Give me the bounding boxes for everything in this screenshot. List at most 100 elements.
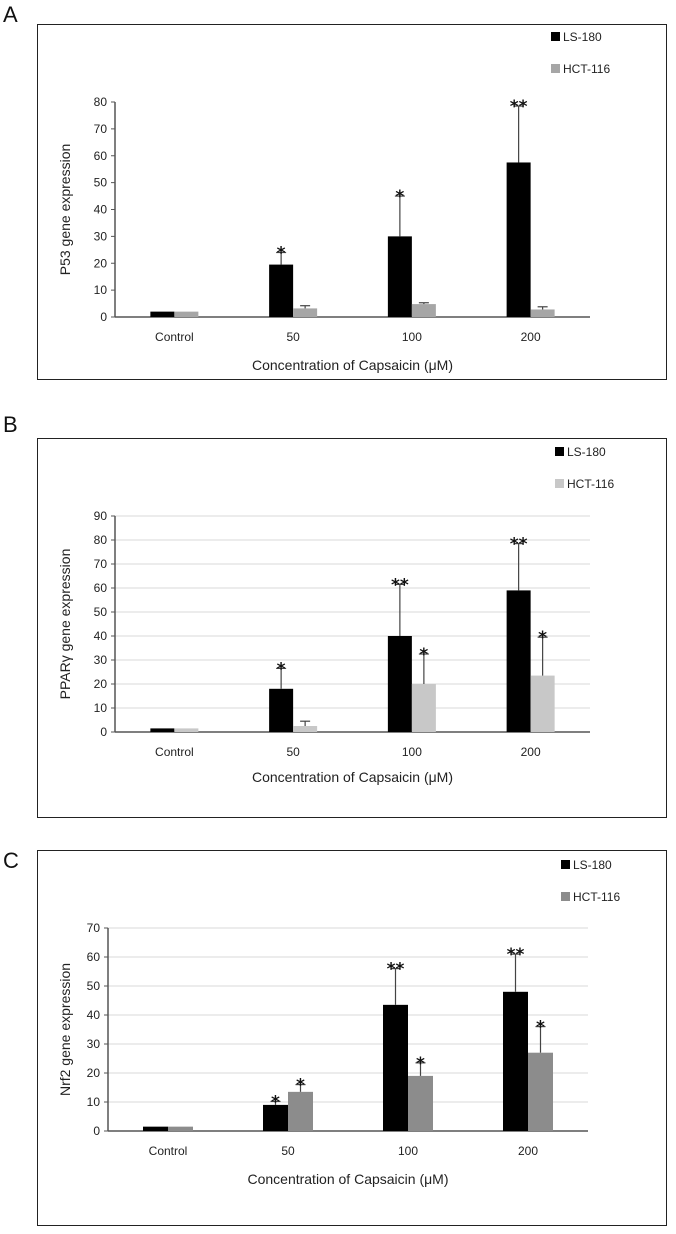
significance-marker: * <box>419 645 428 665</box>
y-tick-label: 40 <box>87 1008 101 1022</box>
chart-panel-b <box>37 438 667 818</box>
bar-hct-116 <box>174 311 199 317</box>
significance-marker: * <box>277 244 286 264</box>
legend-swatch <box>551 32 560 41</box>
bar-ls-180 <box>387 636 412 732</box>
significance-marker: ** <box>510 97 528 117</box>
x-tick-label: 200 <box>521 330 541 344</box>
x-axis-title: Concentration of Capsaicin (μM) <box>247 1171 448 1187</box>
y-axis-title: Nrf2 gene expression <box>57 963 73 1096</box>
y-tick-label: 0 <box>100 725 107 739</box>
x-tick-label: 50 <box>286 745 300 759</box>
bar-hct-116 <box>293 308 318 317</box>
bar-hct-116 <box>530 675 555 732</box>
y-tick-label: 80 <box>94 533 108 547</box>
y-tick-label: 50 <box>94 176 108 190</box>
x-tick-label: 100 <box>398 1144 418 1158</box>
bar-ls-180 <box>150 728 175 732</box>
bar-ls-180 <box>263 1104 288 1131</box>
legend-swatch <box>555 479 564 488</box>
bar-ls-180 <box>383 1004 408 1131</box>
bar-ls-180 <box>387 236 412 317</box>
y-axis-title: PPARγ gene expression <box>57 549 73 700</box>
legend-label: LS-180 <box>573 858 612 872</box>
chart-panel-a <box>37 24 667 380</box>
bar-ls-180 <box>150 311 175 317</box>
y-tick-label: 10 <box>94 283 108 297</box>
significance-marker: * <box>395 187 404 207</box>
bar-hct-116 <box>530 309 555 317</box>
y-tick-label: 70 <box>87 921 101 935</box>
significance-marker: * <box>538 628 547 648</box>
y-tick-label: 70 <box>94 122 108 136</box>
y-tick-label: 50 <box>94 605 108 619</box>
bar-hct-116 <box>528 1052 553 1131</box>
panel-letter-a: A <box>3 2 18 27</box>
x-tick-label: Control <box>155 330 194 344</box>
legend-label: LS-180 <box>567 445 606 459</box>
y-tick-label: 30 <box>94 229 108 243</box>
x-tick-label: Control <box>155 745 194 759</box>
y-tick-label: 20 <box>94 677 108 691</box>
y-tick-label: 0 <box>100 310 107 324</box>
legend-swatch <box>561 860 570 869</box>
significance-marker: ** <box>387 960 405 980</box>
significance-marker: * <box>271 1092 280 1112</box>
y-tick-label: 70 <box>94 557 108 571</box>
x-axis-title: Concentration of Capsaicin (μM) <box>252 769 453 785</box>
bar-hct-116 <box>168 1126 193 1131</box>
legend-swatch <box>555 447 564 456</box>
bar-ls-180 <box>503 991 528 1131</box>
significance-marker: * <box>416 1054 425 1074</box>
bar-hct-116 <box>288 1091 313 1131</box>
y-tick-label: 30 <box>87 1037 101 1051</box>
panel-letter-b: B <box>3 412 18 437</box>
legend-label: LS-180 <box>563 30 602 44</box>
y-tick-label: 60 <box>87 950 101 964</box>
y-tick-label: 90 <box>94 509 108 523</box>
x-tick-label: 100 <box>402 330 422 344</box>
bar-ls-180 <box>506 162 531 317</box>
x-tick-label: 100 <box>402 745 422 759</box>
significance-marker: * <box>296 1076 305 1096</box>
legend-swatch <box>551 64 560 73</box>
bar-hct-116 <box>411 304 436 317</box>
significance-marker: ** <box>507 945 525 965</box>
y-tick-label: 30 <box>94 653 108 667</box>
bar-ls-180 <box>269 264 294 317</box>
y-tick-label: 40 <box>94 629 108 643</box>
bar-ls-180 <box>143 1126 168 1131</box>
bar-hct-116 <box>293 726 318 732</box>
y-tick-label: 20 <box>87 1066 101 1080</box>
significance-marker: ** <box>510 535 528 555</box>
legend-swatch <box>561 892 570 901</box>
legend-label: HCT-116 <box>563 62 610 76</box>
significance-marker: * <box>536 1018 545 1038</box>
chart-panel-c <box>37 850 667 1226</box>
legend-label: HCT-116 <box>567 477 614 491</box>
y-axis-title: P53 gene expression <box>57 144 73 276</box>
y-tick-label: 20 <box>94 256 108 270</box>
bar-ls-180 <box>506 590 531 732</box>
significance-marker: ** <box>391 575 409 595</box>
panel-letter-c: C <box>3 848 19 873</box>
y-tick-label: 10 <box>94 701 108 715</box>
x-tick-label: Control <box>149 1144 188 1158</box>
legend-label: HCT-116 <box>573 890 620 904</box>
bar-hct-116 <box>411 684 436 732</box>
x-tick-label: 200 <box>518 1144 538 1158</box>
y-tick-label: 50 <box>87 979 101 993</box>
bar-hct-116 <box>408 1075 433 1131</box>
bar-hct-116 <box>174 728 199 732</box>
y-tick-label: 0 <box>93 1124 100 1138</box>
x-axis-title: Concentration of Capsaicin (μM) <box>252 357 453 373</box>
y-tick-label: 40 <box>94 203 108 217</box>
x-tick-label: 50 <box>286 330 300 344</box>
significance-marker: * <box>277 659 286 679</box>
y-tick-label: 60 <box>94 149 108 163</box>
x-tick-label: 200 <box>521 745 541 759</box>
bar-ls-180 <box>269 688 294 732</box>
